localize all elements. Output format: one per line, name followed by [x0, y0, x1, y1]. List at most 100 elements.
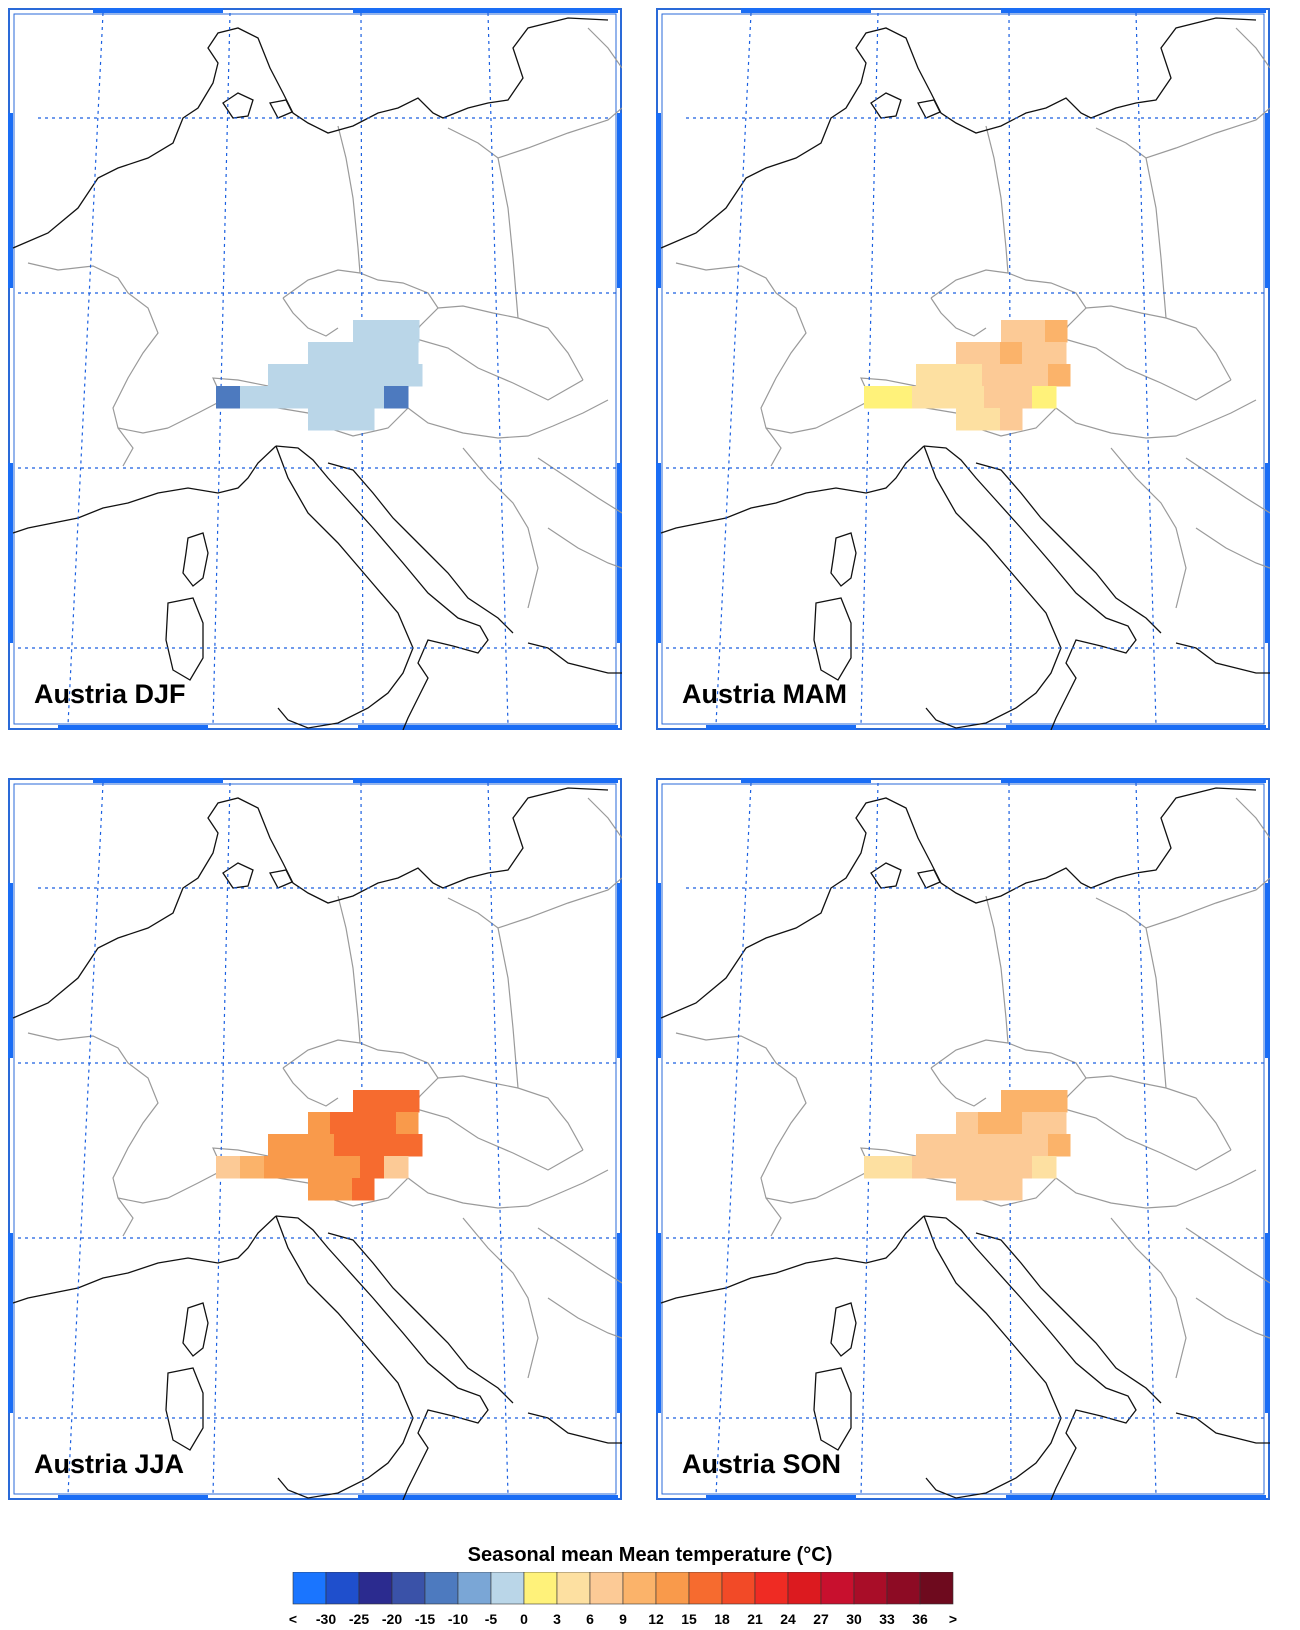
legend-swatch: [754, 1572, 789, 1605]
grid-cell: [400, 364, 423, 387]
grid-cell: [916, 364, 939, 387]
grid-cell: [375, 1090, 398, 1113]
grid-cell: [938, 1134, 961, 1157]
grid-cell: [1026, 1134, 1049, 1157]
grid-cell: [312, 386, 337, 409]
grid-cell: [378, 364, 401, 387]
legend-tick-label: 15: [681, 1611, 697, 1627]
grid-cell: [1045, 1090, 1068, 1113]
legend-tick-label: -20: [382, 1611, 402, 1627]
panel-title: Austria DJF: [34, 679, 186, 709]
grid-cell: [268, 1134, 291, 1157]
grid-cell: [916, 1134, 939, 1157]
grid-cell: [1032, 1156, 1057, 1179]
grid-cell: [264, 1156, 289, 1179]
grid-cell: [938, 364, 961, 387]
grid-cell: [312, 1134, 335, 1157]
grid-cell: [264, 386, 289, 409]
grid-cell: [1008, 1156, 1033, 1179]
legend-tick-label: 3: [553, 1611, 561, 1627]
legend-swatch: [886, 1572, 921, 1605]
legend-tick-label: -30: [316, 1611, 336, 1627]
grid-cell: [888, 386, 913, 409]
grid-cell: [288, 1156, 313, 1179]
grid-cell: [1004, 364, 1027, 387]
grid-cell: [308, 342, 331, 365]
grid-cell: [336, 386, 361, 409]
grid-cell: [978, 1112, 1001, 1135]
grid-cell: [312, 1156, 337, 1179]
legend-swatch: [358, 1572, 393, 1605]
grid-cell: [330, 342, 353, 365]
grid-cell: [353, 1090, 376, 1113]
grid-cell: [960, 386, 985, 409]
grid-cell: [268, 364, 291, 387]
legend-swatch: [853, 1572, 888, 1605]
grid-cell: [352, 408, 375, 431]
legend-swatch: [424, 1572, 459, 1605]
map-panel-djf: Austria DJF: [8, 8, 622, 730]
grid-cell: [956, 408, 979, 431]
legend-tick-label: 21: [747, 1611, 763, 1627]
legend-tick-label: 9: [619, 1611, 627, 1627]
grid-cell: [1022, 1112, 1045, 1135]
legend-tick-label: -15: [415, 1611, 435, 1627]
grid-cell: [1044, 342, 1067, 365]
grid-cell: [312, 364, 335, 387]
grid-cell: [374, 1112, 397, 1135]
grid-cell: [978, 1178, 1001, 1201]
austria-grid-cells: [864, 1090, 1071, 1201]
coastlines: [12, 787, 622, 1500]
grid-cell: [290, 364, 313, 387]
grid-cell: [308, 408, 331, 431]
grid-cell: [982, 1134, 1005, 1157]
grid-cell: [356, 1134, 379, 1157]
grid-cell: [1000, 1112, 1023, 1135]
grid-cell: [360, 386, 385, 409]
legend-swatch: [787, 1572, 822, 1605]
grid-cell: [1048, 364, 1071, 387]
grid-cell: [984, 386, 1009, 409]
legend-swatch: [292, 1572, 327, 1605]
legend-tick-label: 12: [648, 1611, 664, 1627]
legend-swatch: [556, 1572, 591, 1605]
grid-cell: [1045, 320, 1068, 343]
legend-swatch: [325, 1572, 360, 1605]
grid-cell: [308, 1112, 331, 1135]
grid-cell: [240, 386, 265, 409]
panel-title: Austria JJA: [34, 1449, 184, 1479]
graticule: [18, 782, 618, 1496]
legend-tick-label: 6: [586, 1611, 594, 1627]
grid-cell: [1044, 1112, 1067, 1135]
grid-cell: [912, 1156, 937, 1179]
grid-cell: [330, 1178, 353, 1201]
grid-cell: [956, 342, 979, 365]
grid-cell: [1032, 386, 1057, 409]
grid-cell: [1023, 320, 1046, 343]
legend-tick-label: <: [289, 1611, 297, 1627]
country-borders: [675, 27, 1270, 609]
legend-tick-label: 24: [780, 1611, 796, 1627]
grid-cell: [978, 342, 1001, 365]
grid-cell: [400, 1134, 423, 1157]
grid-cell: [1001, 1090, 1024, 1113]
grid-cell: [353, 320, 376, 343]
legend-swatch: [490, 1572, 525, 1605]
legend-swatch: [589, 1572, 624, 1605]
legend-swatch: [919, 1572, 954, 1605]
grid-cell: [1000, 342, 1023, 365]
grid-cell: [936, 386, 961, 409]
legend-swatch: [655, 1572, 690, 1605]
legend-tick-label: 36: [912, 1611, 928, 1627]
coastlines: [660, 17, 1270, 730]
legend-swatch: [622, 1572, 657, 1605]
grid-cell: [288, 386, 313, 409]
legend-tick-label: 0: [520, 1611, 528, 1627]
grid-cell: [397, 320, 420, 343]
grid-cell: [956, 1112, 979, 1135]
legend-tick-label: 18: [714, 1611, 730, 1627]
legend-swatch: [523, 1572, 558, 1605]
grid-cell: [352, 1178, 375, 1201]
grid-cell: [1000, 1178, 1023, 1201]
grid-cell: [378, 1134, 401, 1157]
